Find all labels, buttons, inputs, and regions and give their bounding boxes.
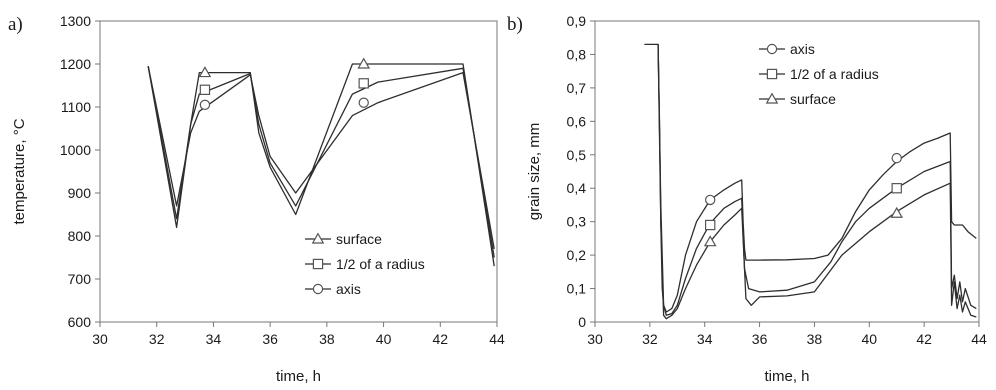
- series-line-triangle: [657, 44, 977, 320]
- y-tick-label: 0: [578, 314, 586, 330]
- legend-marker-circle: [766, 43, 778, 55]
- series-marker-circle: [891, 152, 902, 164]
- y-tick-label: 900: [68, 185, 92, 201]
- legend-entry: 1/2 of a radius: [790, 66, 879, 82]
- series-line-circle: [147, 66, 495, 250]
- y-tick-label: 0,7: [567, 80, 587, 96]
- legend: surface 1/2 of a radius axis: [305, 231, 425, 297]
- x-tick-label: 36: [262, 331, 278, 347]
- x-tick-label: 36: [752, 331, 768, 347]
- series-marker-square: [199, 84, 211, 95]
- legend-entry: surface: [790, 91, 836, 107]
- x-tick-label: 42: [432, 331, 448, 347]
- y-tick-label: 1300: [60, 13, 91, 29]
- legend-marker-square: [766, 68, 778, 80]
- y-tick-label: 1100: [61, 99, 91, 115]
- x-tick-label: 30: [92, 331, 108, 347]
- x-tick-label: 40: [861, 331, 877, 347]
- y-tick-label: 0,1: [567, 281, 587, 297]
- x-tick-label: 38: [807, 331, 823, 347]
- x-tick-label: 44: [971, 331, 987, 347]
- y-tick-label: 0,5: [567, 147, 587, 163]
- legend-entry: 1/2 of a radius: [336, 256, 425, 272]
- y-tick-label: 600: [68, 314, 92, 330]
- series-marker-square: [358, 78, 369, 89]
- y-axis-label: temperature, °C: [11, 118, 28, 224]
- series-line-circle: [644, 43, 977, 313]
- x-tick-label: 44: [489, 331, 505, 347]
- x-tick-label: 32: [149, 331, 165, 347]
- x-tick-label: 34: [206, 331, 222, 347]
- x-tick-label: 40: [376, 331, 392, 347]
- legend-marker-square: [312, 258, 324, 270]
- y-tick-label: 0,4: [567, 180, 587, 196]
- y-tick-label: 1000: [60, 142, 91, 158]
- x-tick-label: 38: [319, 331, 335, 347]
- x-axis-label: time, h: [764, 368, 809, 385]
- x-tick-label: 32: [642, 331, 658, 347]
- series-marker-triangle: [198, 66, 212, 78]
- series-marker-square: [704, 219, 716, 231]
- y-tick-label: 0,2: [567, 247, 587, 263]
- legend-entry: axis: [336, 281, 361, 297]
- series-marker-triangle: [890, 206, 904, 218]
- chart-panel-a: a) 30 32 34 36 38 40 42 44 600 700 800 900 1000 1100 12…: [8, 13, 505, 385]
- x-tick-label: 42: [916, 331, 932, 347]
- y-tick-label: 700: [68, 271, 92, 287]
- legend-entry: surface: [336, 231, 382, 247]
- y-tick-label: 0,3: [567, 214, 587, 230]
- y-tick-label: 1200: [60, 56, 91, 72]
- series-line-square: [147, 66, 495, 258]
- series-marker-triangle: [357, 57, 371, 69]
- legend: axis 1/2 of a radius surface: [759, 41, 879, 107]
- series-marker-square: [891, 183, 902, 194]
- series-marker-triangle: [703, 235, 717, 247]
- plot-area: [99, 20, 498, 323]
- x-axis-label: time, h: [276, 368, 321, 385]
- legend-marker-circle: [312, 283, 324, 295]
- legend-marker-triangle: [765, 92, 779, 104]
- legend-marker-triangle: [311, 232, 325, 244]
- series-marker-circle: [199, 99, 211, 111]
- y-tick-label: 0,9: [567, 13, 587, 29]
- plot-area: [594, 20, 980, 323]
- legend-entry: axis: [790, 41, 815, 57]
- series-marker-circle: [358, 97, 369, 108]
- y-axis-label: grain size, mm: [526, 123, 543, 221]
- series-marker-circle: [705, 194, 716, 206]
- series-line-square: [657, 44, 977, 316]
- panel-label: b): [507, 14, 523, 35]
- y-tick-label: 800: [68, 228, 92, 244]
- panel-label: a): [8, 14, 23, 35]
- y-tick-label: 0,8: [567, 46, 587, 62]
- x-tick-label: 30: [587, 331, 603, 347]
- x-tick-label: 34: [697, 331, 713, 347]
- y-tick-label: 0,6: [567, 113, 587, 129]
- chart-panel-b: b) 30 32 34 36 38 40 42 44 0 0,1 0,2 0,3 0,4 0,5 0,6 0,7…: [507, 13, 987, 385]
